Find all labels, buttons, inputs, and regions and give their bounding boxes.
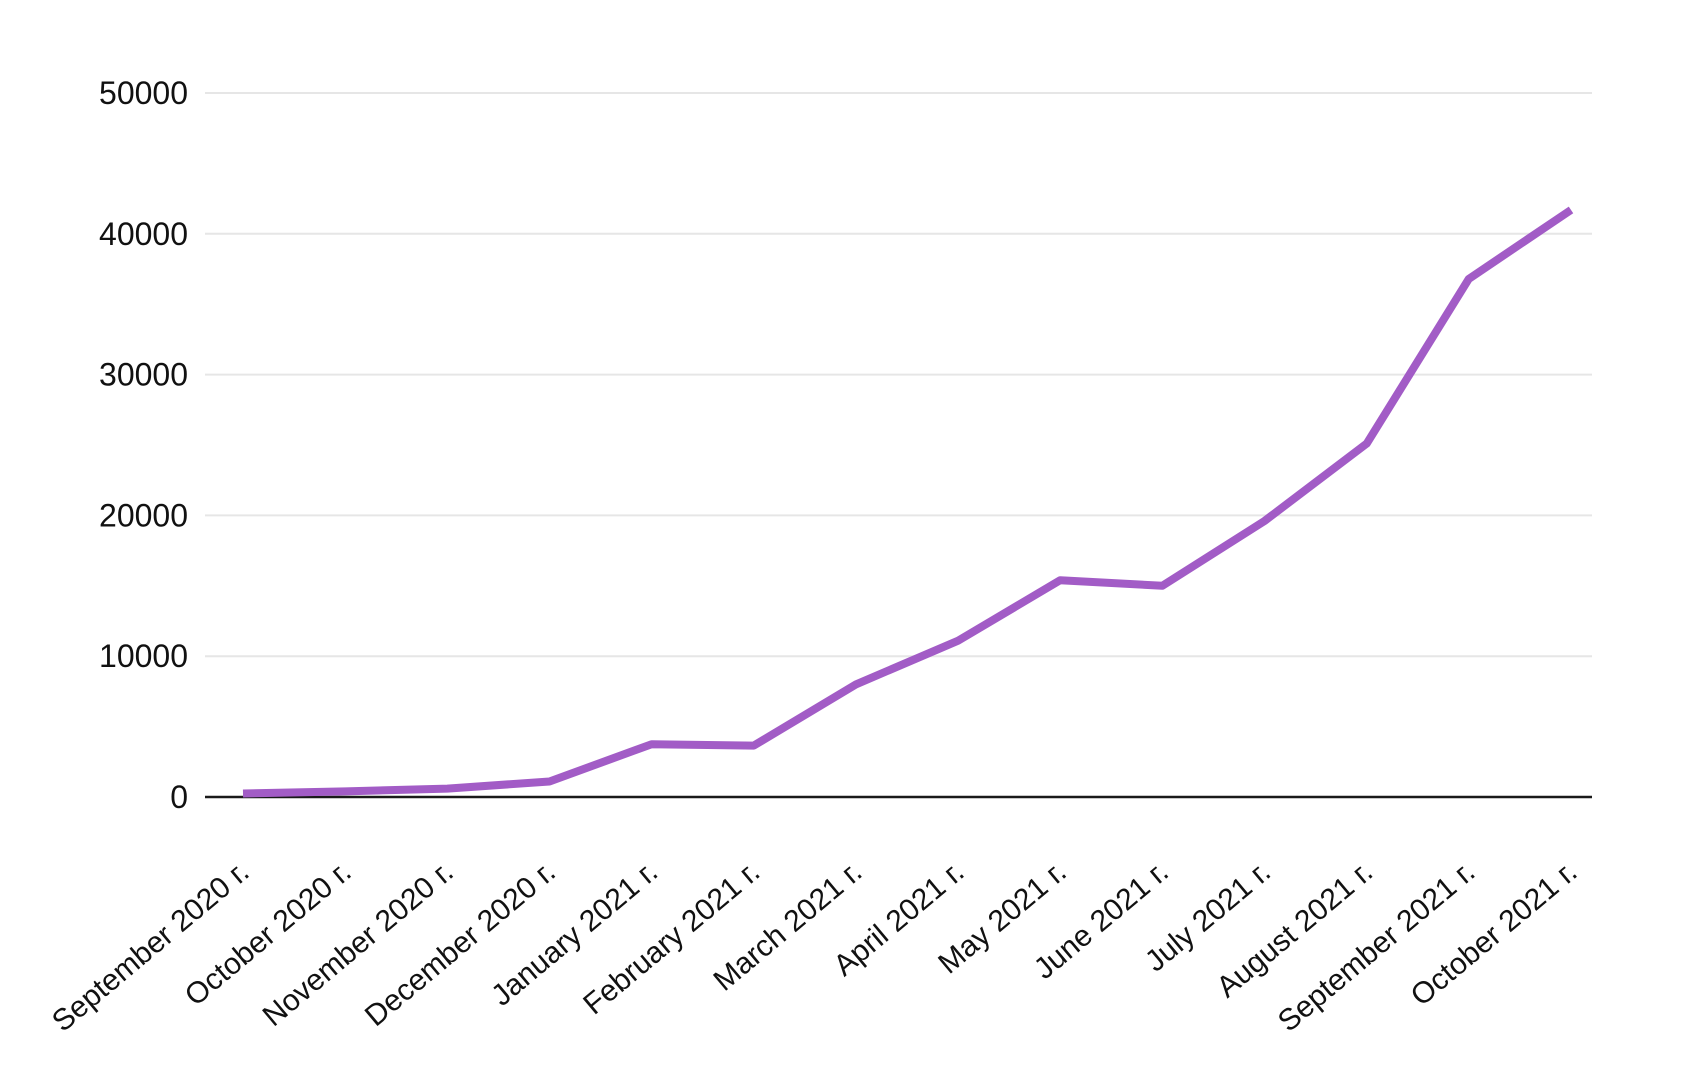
y-axis-tick-label: 40000 [99, 216, 188, 252]
y-axis-tick-label: 20000 [99, 497, 188, 533]
y-axis-tick-label: 0 [170, 779, 188, 815]
x-axis-tick-label: September 2021 г. [1272, 855, 1481, 1038]
x-axis-tick-label: November 2020 г. [257, 855, 460, 1033]
y-axis-tick-label: 10000 [99, 638, 188, 674]
y-axis-tick-label: 50000 [99, 75, 188, 111]
x-axis-tick-label: February 2021 г. [577, 855, 766, 1021]
x-axis-tick-label: September 2020 г. [46, 855, 255, 1038]
data-line-series [242, 206, 1574, 798]
y-axis-tick-label: 30000 [99, 357, 188, 393]
x-axis-tick-label: December 2020 г. [359, 855, 562, 1033]
